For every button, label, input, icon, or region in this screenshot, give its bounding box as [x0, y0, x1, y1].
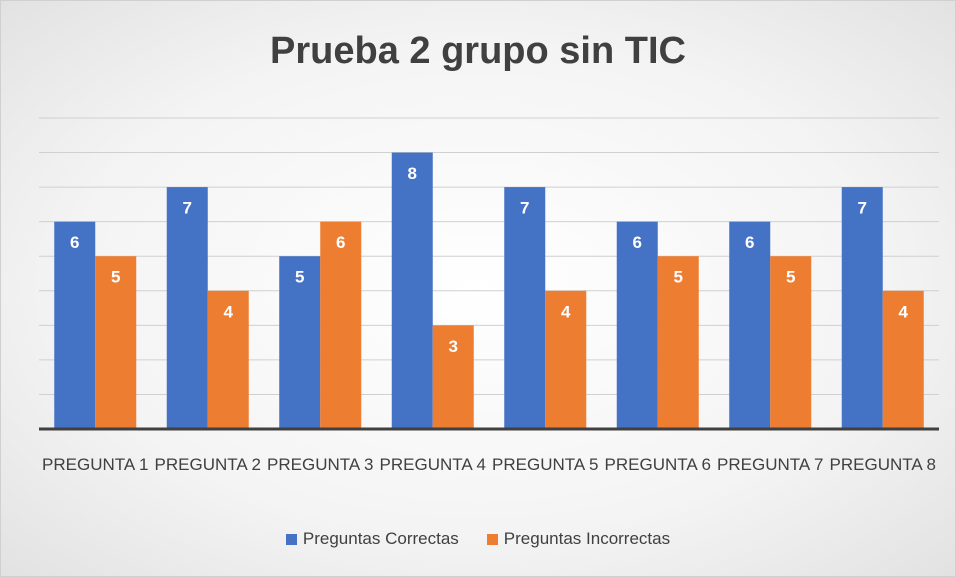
data-label: 6 [70, 233, 79, 252]
bar [95, 256, 137, 429]
legend-swatch [486, 533, 498, 545]
data-label: 8 [408, 164, 417, 183]
data-label: 4 [561, 302, 571, 321]
data-label: 5 [674, 268, 683, 287]
data-label: 7 [520, 199, 529, 218]
data-label: 4 [899, 302, 909, 321]
bar [841, 187, 883, 429]
legend-label: Preguntas Incorrectas [503, 529, 671, 548]
legend: Preguntas Correctas Preguntas Incorrectas [1, 529, 955, 549]
x-tick-label: PREGUNTA 4 [379, 455, 486, 474]
bar [882, 290, 924, 429]
data-label: 6 [633, 233, 642, 252]
x-tick-label: PREGUNTA 1 [42, 455, 149, 474]
bar [432, 325, 474, 429]
x-tick-label: PREGUNTA 5 [492, 455, 599, 474]
legend-item: Preguntas Incorrectas [486, 529, 671, 549]
data-label: 6 [745, 233, 754, 252]
bar [545, 290, 587, 429]
bar [320, 221, 362, 429]
chart-title: Prueba 2 grupo sin TIC [270, 30, 686, 72]
legend-swatch [285, 533, 297, 545]
bar [54, 221, 96, 429]
data-label: 7 [858, 199, 867, 218]
bar [729, 221, 771, 429]
data-label: 5 [295, 268, 304, 287]
data-label: 5 [786, 268, 795, 287]
bar [770, 256, 812, 429]
data-label: 4 [224, 302, 234, 321]
data-label: 5 [111, 268, 120, 287]
bar [616, 221, 658, 429]
bar [657, 256, 699, 429]
bar [207, 290, 249, 429]
data-label: 7 [183, 199, 192, 218]
bar [166, 187, 208, 429]
bar [279, 256, 321, 429]
data-label: 6 [336, 233, 345, 252]
data-label: 3 [449, 337, 458, 356]
x-tick-label: PREGUNTA 8 [829, 455, 936, 474]
bar [504, 187, 546, 429]
x-tick-label: PREGUNTA 2 [154, 455, 261, 474]
legend-item: Preguntas Correctas [285, 529, 459, 549]
x-tick-label: PREGUNTA 7 [717, 455, 824, 474]
bar [391, 152, 433, 430]
legend-label: Preguntas Correctas [302, 529, 459, 548]
x-tick-label: PREGUNTA 6 [604, 455, 711, 474]
x-tick-label: PREGUNTA 3 [267, 455, 374, 474]
